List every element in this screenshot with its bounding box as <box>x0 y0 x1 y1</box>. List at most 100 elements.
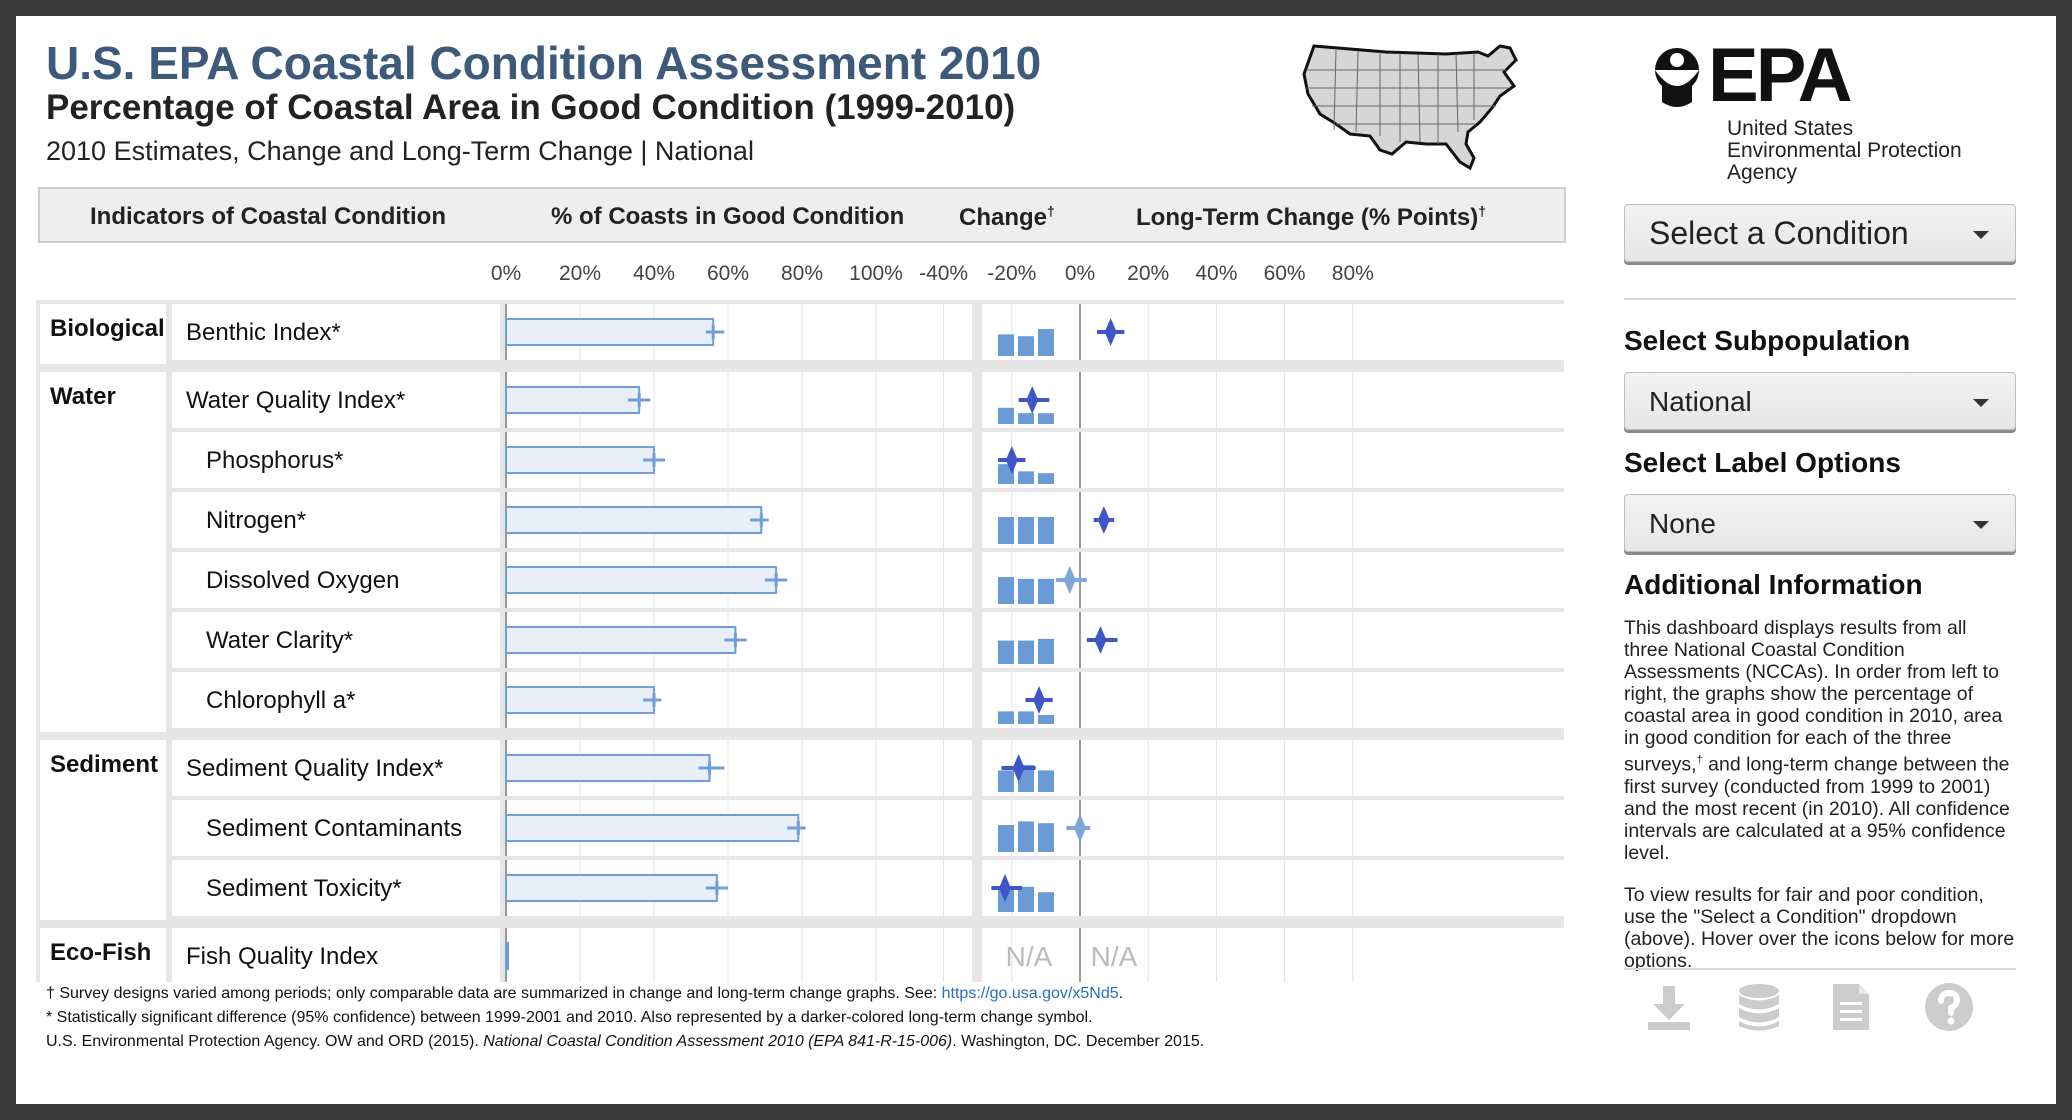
indicator-cell <box>172 860 500 916</box>
group-cell <box>40 928 166 982</box>
document-icon[interactable] <box>1829 982 1873 1032</box>
longterm-marker <box>1012 754 1025 782</box>
header-indicators: Indicators of Coastal Condition <box>90 203 447 230</box>
agency-line-3: Agency <box>1727 161 1798 184</box>
info-paragraph-1: This dashboard displays results from all… <box>1624 617 2010 864</box>
change-bar <box>1018 821 1034 852</box>
indicator-label: Phosphorus* <box>206 447 343 474</box>
longterm-cell <box>1064 552 1564 608</box>
percent-axis-tick: 20% <box>559 262 601 285</box>
subpopulation-dropdown[interactable]: National <box>1624 372 2016 430</box>
percent-bar <box>505 686 655 714</box>
group-cell <box>40 372 166 732</box>
longterm-cell <box>1064 672 1564 728</box>
percent-cell <box>506 928 972 982</box>
longterm-marker <box>1033 686 1046 714</box>
footnote-survey-designs: † Survey designs varied among periods; o… <box>46 985 1124 1002</box>
change-bar <box>1038 413 1054 424</box>
change-na: N/A <box>1006 941 1053 972</box>
chevron-down-icon <box>1973 231 1989 239</box>
indicator-cell <box>172 432 500 488</box>
group-cell <box>40 304 166 364</box>
dashboard: U.S. EPA Coastal Condition Assessment 20… <box>16 16 2056 1104</box>
longterm-axis-tick: 60% <box>1264 262 1306 285</box>
change-bar <box>998 640 1014 664</box>
us-map-icon <box>1302 44 1518 171</box>
change-bar <box>1038 473 1054 484</box>
additional-info-heading: Additional Information <box>1624 569 1923 600</box>
footnote-significance: * Statistically significant difference (… <box>46 1009 1093 1026</box>
indicator-label: Benthic Index* <box>186 319 341 346</box>
longterm-cell <box>1064 860 1564 916</box>
info-paragraph-2: To view results for fair and poor condit… <box>1624 883 2015 972</box>
label-options-dropdown[interactable]: None <box>1624 494 2016 552</box>
indicator-cell <box>172 372 500 428</box>
change-cell <box>982 928 1076 982</box>
indicator-label: Fish Quality Index <box>186 943 378 970</box>
agency-line-2: Environmental Protection <box>1727 139 1962 162</box>
condition-dropdown[interactable]: Select a Condition <box>1624 204 2016 262</box>
chevron-down-icon <box>1973 521 1989 529</box>
change-bar <box>1018 336 1034 356</box>
percent-axis-tick: 40% <box>633 262 675 285</box>
group-label: Sediment <box>50 751 158 778</box>
change-bar <box>998 517 1014 544</box>
header-longterm: Long-Term Change (% Points)† <box>1136 203 1487 231</box>
group-label: Biological <box>50 315 165 342</box>
agency-line-1: United States <box>1727 117 1854 140</box>
header-percent-good: % of Coasts in Good Condition <box>551 203 905 230</box>
longterm-marker <box>1063 566 1076 594</box>
indicator-cell <box>172 740 500 796</box>
header-change: Change† <box>959 203 1055 231</box>
longterm-marker <box>998 874 1011 902</box>
longterm-marker <box>1005 446 1018 474</box>
percent-bar <box>505 626 737 654</box>
longterm-marker <box>1026 386 1039 414</box>
database-icon[interactable] <box>1734 982 1784 1032</box>
indicator-label: Sediment Toxicity* <box>206 875 402 902</box>
page-title: U.S. EPA Coastal Condition Assessment 20… <box>46 37 1042 89</box>
change-bar <box>1038 892 1054 912</box>
longterm-axis-tick: 40% <box>1195 262 1237 285</box>
percent-bar <box>505 506 763 534</box>
longterm-axis-tick: 80% <box>1332 262 1374 285</box>
epa-flower-icon <box>1655 48 1699 107</box>
change-bar <box>1018 578 1034 604</box>
longterm-axis-tick: -20% <box>987 262 1036 285</box>
percent-bar <box>505 446 655 474</box>
change-bar <box>998 770 1014 792</box>
indicator-label: Sediment Contaminants <box>206 815 462 842</box>
sidebar-divider <box>1624 298 2016 300</box>
longterm-cell <box>1064 432 1564 488</box>
percent-axis-tick: 0% <box>491 262 521 285</box>
longterm-cell <box>1064 304 1564 360</box>
indicator-label: Nitrogen* <box>206 507 306 534</box>
group-label: Eco-Fish <box>50 939 151 966</box>
change-bar <box>1038 329 1054 356</box>
longterm-cell <box>1064 372 1564 428</box>
indicator-label: Water Clarity* <box>206 627 353 654</box>
longterm-cell <box>1064 928 1564 982</box>
footnote-link[interactable]: https://go.usa.gov/x5Nd5 <box>941 985 1119 1002</box>
percent-bar <box>505 754 711 782</box>
indicator-label: Water Quality Index* <box>186 387 405 414</box>
percent-bar <box>505 942 509 970</box>
change-bar <box>998 334 1014 356</box>
longterm-marker <box>1097 506 1110 534</box>
indicator-label: Chlorophyll a* <box>206 687 355 714</box>
longterm-marker <box>1074 814 1086 842</box>
help-icon[interactable] <box>1924 982 1974 1032</box>
download-icon[interactable] <box>1644 982 1694 1032</box>
footnote-citation: U.S. Environmental Protection Agency. OW… <box>46 1033 1205 1050</box>
percent-bar <box>505 386 641 414</box>
longterm-marker <box>1094 626 1107 654</box>
longterm-cell <box>1064 492 1564 548</box>
indicator-cell <box>172 612 500 668</box>
page-subsubtitle: 2010 Estimates, Change and Long-Term Cha… <box>46 136 754 166</box>
table-header-bar <box>38 187 1566 243</box>
page-subtitle: Percentage of Coastal Area in Good Condi… <box>46 88 1016 127</box>
indicator-cell <box>172 672 500 728</box>
change-bar <box>1018 413 1034 424</box>
indicator-label: Dissolved Oxygen <box>206 567 399 594</box>
sidebar-divider <box>1624 968 2016 970</box>
